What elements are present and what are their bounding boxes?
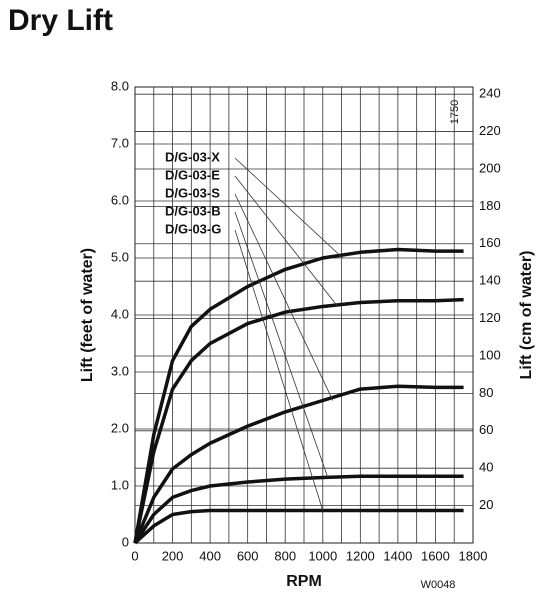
y-tick-label: 3.0 [111,363,129,378]
series-label: D/G-03-B [165,203,221,218]
plot-frame [134,86,474,544]
x-tick-label: 0 [131,548,138,563]
x-tick-label: 800 [274,548,296,563]
y2-tick-label: 160 [479,235,501,250]
leader-line [234,157,344,259]
x-tick-label: 600 [237,548,259,563]
x-axis-title: RPM [286,573,322,590]
series-label: D/G-03-G [165,221,221,236]
y2-tick-label: 40 [479,460,493,475]
y2-tick-label: 80 [479,385,493,400]
y2-tick-label: 60 [479,422,493,437]
x-tick-label: 1600 [421,548,450,563]
y2-tick-label: 200 [479,160,501,175]
line-series [133,247,464,544]
y2-tick-label: 140 [479,273,501,288]
y2-tick-label: 100 [479,347,501,362]
series-label: D/G-03-S [165,185,220,200]
line-series [133,508,464,545]
x-tick-label: 1200 [346,548,375,563]
y-tick-label: 6.0 [111,192,129,207]
y-tick-label: 0 [122,534,129,549]
x-tick-label: 400 [199,548,221,563]
leader-line [234,211,329,478]
y-axis-title: Lift (feet of water) [79,248,96,382]
y2-axis-title: Lift (cm of water) [518,251,535,380]
leader-line [234,229,324,511]
x-tick-label: 1000 [308,548,337,563]
y-tick-label: 7.0 [111,135,129,150]
y2-tick-label: 240 [479,86,501,101]
x-tick-label: 1400 [383,548,412,563]
series-label: D/G-03-E [165,167,220,182]
y2-tick-label: 20 [479,497,493,512]
line-series [133,384,464,544]
leader-line [234,175,339,307]
x-tick-label: 1800 [459,548,488,563]
y2-tick-label: 120 [479,310,501,325]
y-tick-label: 2.0 [111,420,129,435]
x-tick-label: 200 [162,548,184,563]
y2-tick-label: 180 [479,198,501,213]
y2-tick-label: 220 [479,123,501,138]
annotation: W0048 [421,579,456,591]
y-tick-label: 4.0 [111,306,129,321]
annotation: 1750 [449,100,461,124]
series-label: D/G-03-X [165,149,220,164]
y-tick-label: 1.0 [111,477,129,492]
line-series [133,474,464,544]
y-tick-label: 8.0 [111,78,129,93]
chart-title: Dry Lift [8,4,113,37]
line-series [133,297,464,544]
y-tick-label: 5.0 [111,249,129,264]
leader-line [234,193,334,401]
